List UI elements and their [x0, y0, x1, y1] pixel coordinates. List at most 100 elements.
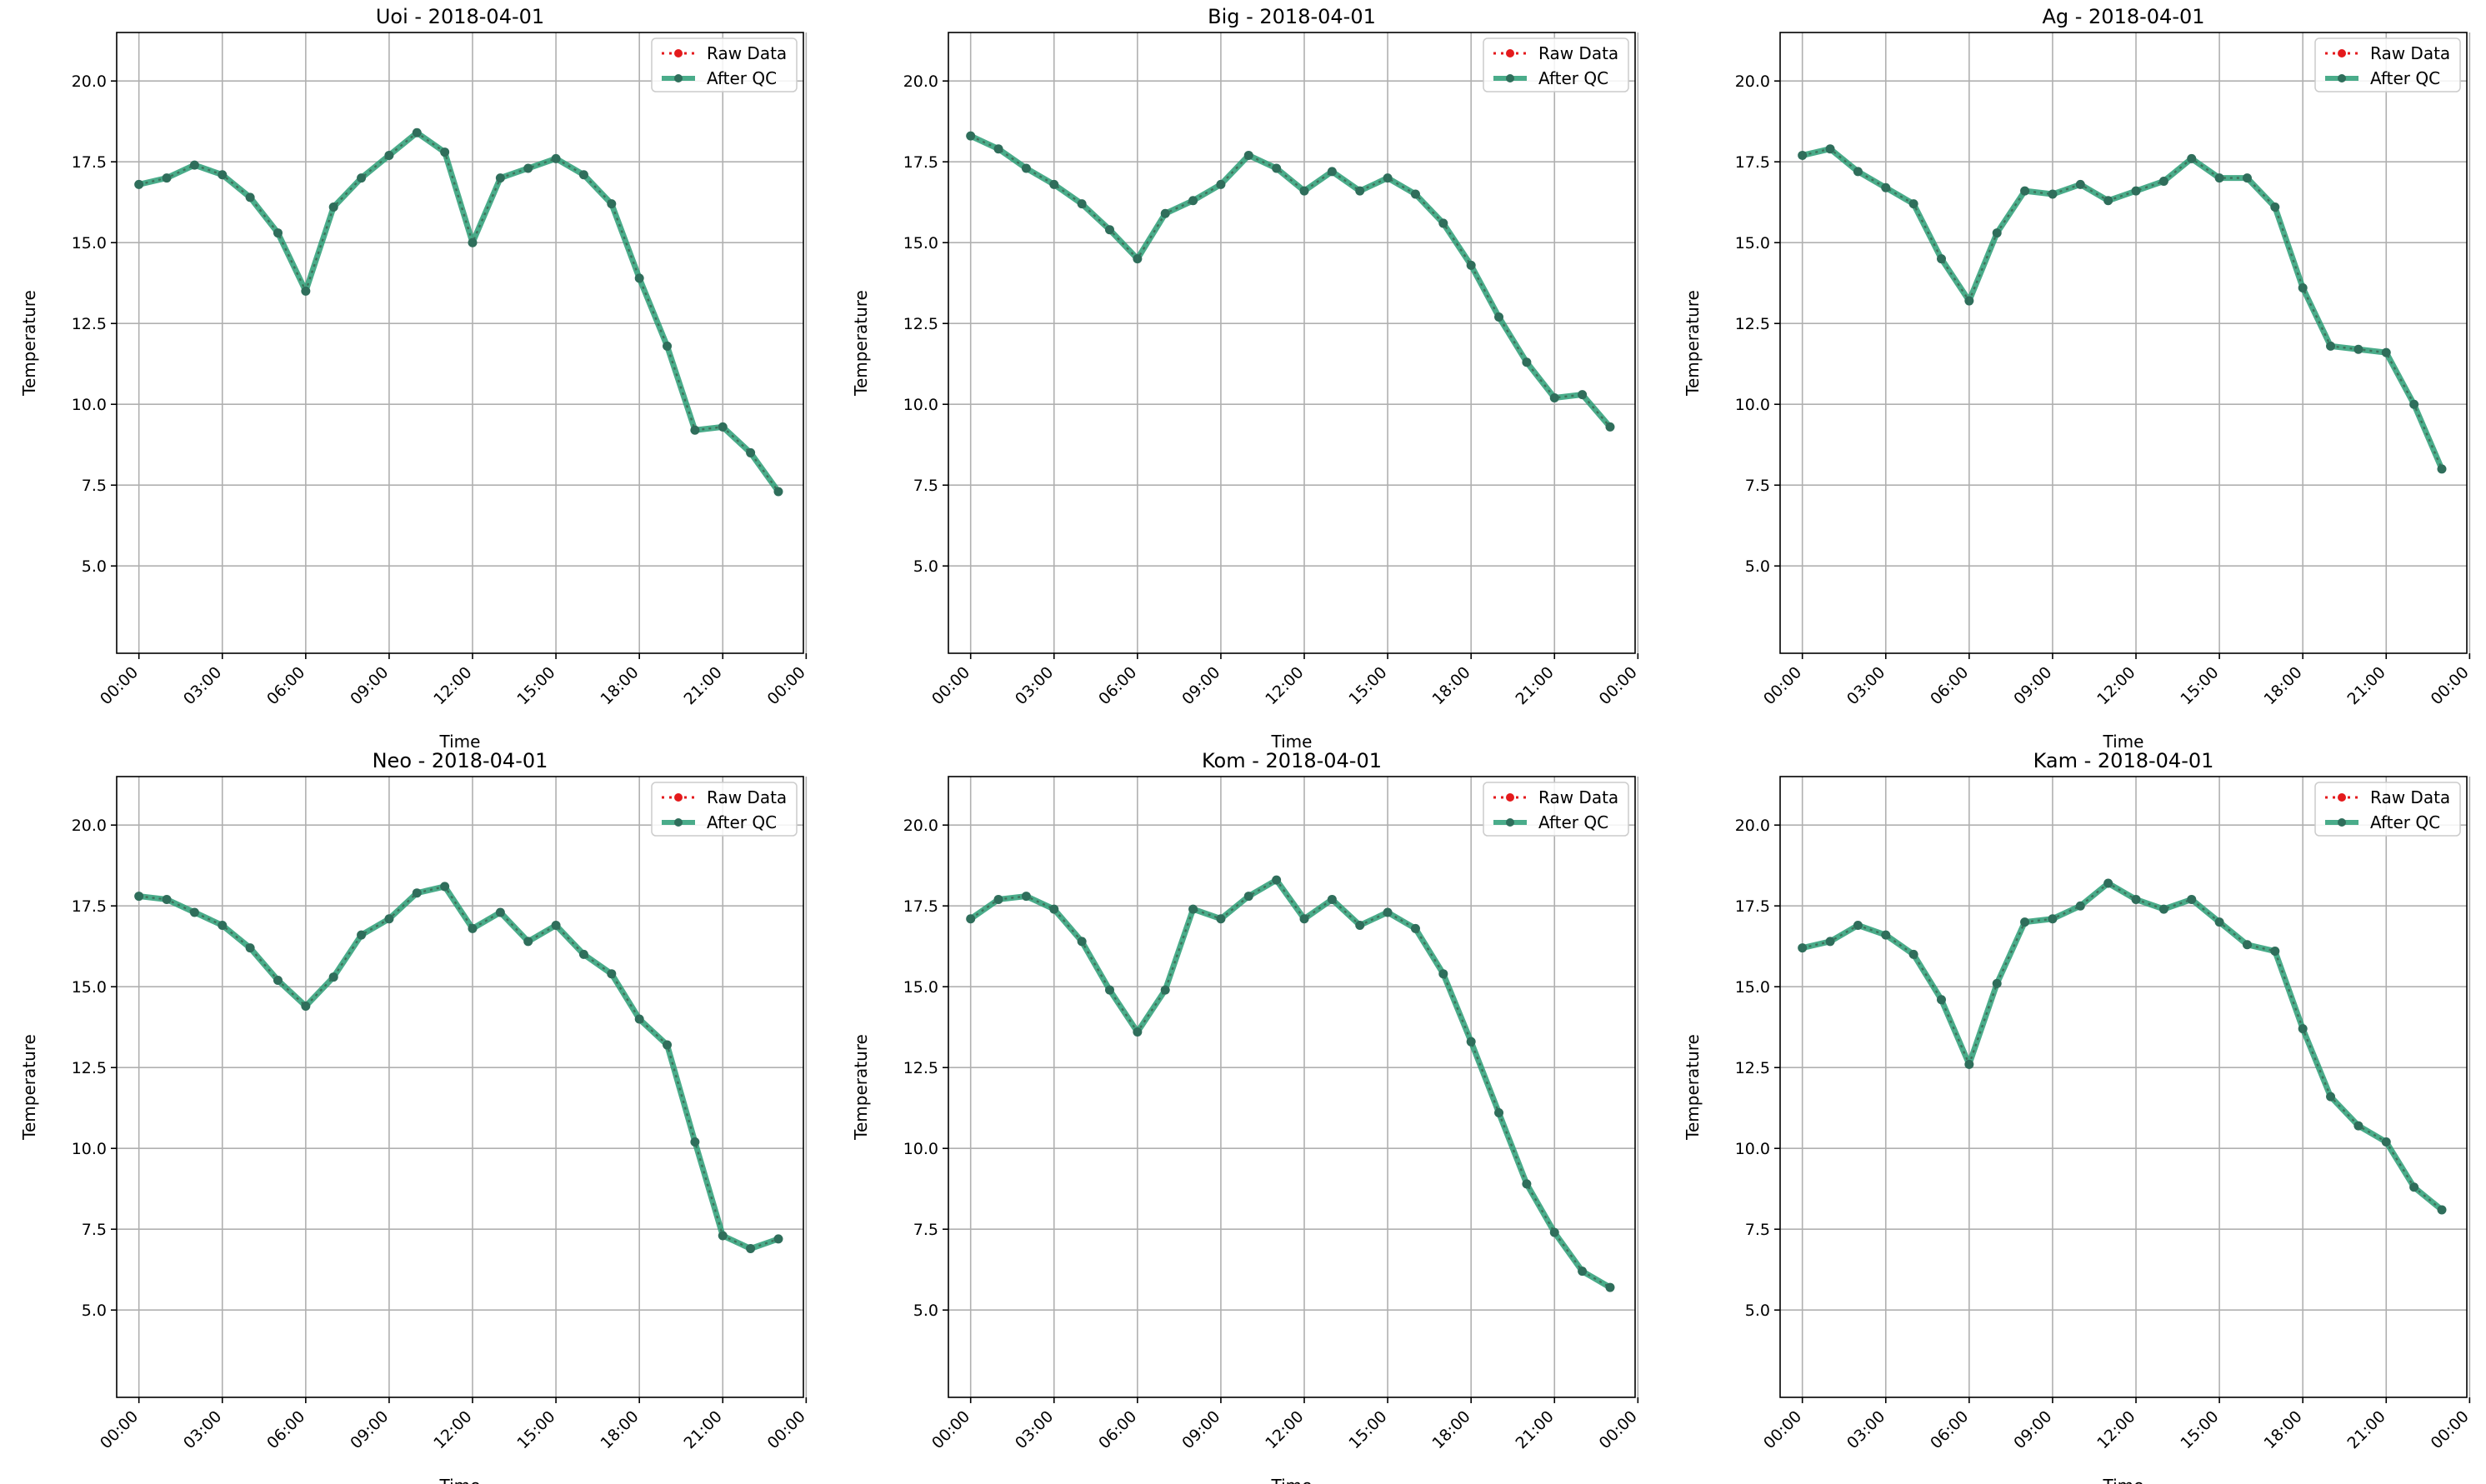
x-tick-label: 00:00 [2428, 1407, 2473, 1452]
data-point [1383, 907, 1393, 917]
y-tick-label: 7.5 [82, 477, 107, 495]
x-tick-label: 12:00 [1262, 1407, 1307, 1452]
y-tick-label: 12.5 [72, 1059, 107, 1077]
y-tick-label: 10.0 [1735, 1140, 1770, 1158]
y-tick-label: 10.0 [903, 396, 938, 414]
data-point [1410, 189, 1420, 199]
plot-frame [948, 776, 1636, 1398]
data-point [1104, 225, 1114, 235]
legend-label-after-qc: After QC [1538, 68, 1608, 88]
data-point [718, 422, 728, 432]
data-point [1964, 1059, 1974, 1069]
data-point [1825, 144, 1835, 154]
legend-marker-raw-data [2338, 793, 2346, 802]
legend-label-raw-data: Raw Data [1538, 787, 1618, 807]
x-tick-label: 12:00 [430, 663, 475, 708]
legend: Raw Data After QC [651, 782, 798, 837]
series-line-raw-data [138, 885, 779, 1250]
data-point [1908, 199, 1918, 209]
x-tick-label: 12:00 [2093, 1407, 2138, 1452]
subplot-title: Kam - 2018-04-01 [2033, 749, 2214, 772]
x-tick-label: 06:00 [263, 663, 308, 708]
data-point [1327, 894, 1337, 904]
data-point [2409, 399, 2419, 409]
x-tick-label: 18:00 [1428, 663, 1473, 708]
y-tick-label: 7.5 [913, 477, 938, 495]
y-tick-label: 17.5 [72, 897, 107, 916]
x-tick-label: 21:00 [1513, 663, 1558, 708]
x-tick-label: 06:00 [1927, 663, 1972, 708]
data-point [1578, 1267, 1588, 1277]
data-point [1549, 1227, 1559, 1237]
data-point [1466, 1037, 1476, 1047]
x-tick-label: 21:00 [681, 1407, 726, 1452]
x-tick-label: 15:00 [2177, 663, 2222, 708]
data-point [746, 447, 756, 457]
x-tick-label: 15:00 [1345, 663, 1390, 708]
data-point [993, 144, 1003, 154]
x-axis-label: Time [2103, 732, 2144, 752]
x-tick-label: 00:00 [928, 663, 973, 708]
subplot-title: Neo - 2018-04-01 [373, 749, 548, 772]
data-point [2131, 894, 2141, 904]
legend-label-after-qc: After QC [707, 68, 777, 88]
data-point [2437, 1205, 2447, 1215]
data-point [690, 1137, 700, 1147]
y-tick-label: 17.5 [1735, 153, 1770, 172]
y-tick-label: 17.5 [1735, 897, 1770, 916]
legend-label-after-qc: After QC [2370, 812, 2440, 832]
data-point [1077, 199, 1087, 209]
series-line-after-qc [1801, 146, 2445, 471]
y-tick-label: 10.0 [903, 1140, 938, 1158]
data-point [495, 173, 505, 183]
plot-frame [948, 32, 1636, 654]
subplot-title: Kom - 2018-04-01 [1202, 749, 1382, 772]
legend-marker-raw-data [2338, 49, 2346, 57]
data-point [301, 1001, 311, 1011]
x-tick-label: 09:00 [347, 1407, 392, 1452]
data-point [2075, 901, 2085, 911]
x-tick-label: 18:00 [597, 1407, 642, 1452]
data-point [607, 969, 617, 979]
data-point [1494, 1108, 1504, 1118]
data-point [1605, 1282, 1615, 1292]
subplot-5: 00:00 03:00 06:00 09:00 12:00 15:00 18:00 21:00… [851, 749, 1641, 1484]
data-point [2326, 341, 2336, 351]
data-point [1825, 937, 1835, 947]
data-point [1243, 892, 1253, 902]
y-tick-label: 15.0 [1735, 234, 1770, 252]
data-point [1798, 150, 1808, 160]
data-point [2270, 947, 2280, 957]
legend-marker-after-qc [1506, 74, 1514, 82]
legend: Raw Data After QC [2314, 782, 2461, 837]
y-tick-label: 17.5 [72, 153, 107, 172]
data-point [357, 173, 367, 183]
data-point [2103, 196, 2113, 206]
data-point [1853, 920, 1863, 930]
data-point [2158, 904, 2168, 914]
data-point [273, 975, 283, 985]
y-tick-label: 20.0 [903, 72, 938, 91]
x-tick-label: 00:00 [1760, 663, 1805, 708]
x-tick-label: 03:00 [1843, 663, 1888, 708]
x-tick-label: 09:00 [2010, 663, 2055, 708]
x-tick-label: 00:00 [1596, 663, 1641, 708]
x-tick-label: 09:00 [347, 663, 392, 708]
data-point [718, 1231, 728, 1241]
x-tick-label: 06:00 [263, 1407, 308, 1452]
data-point [328, 202, 338, 212]
data-point [1549, 392, 1559, 402]
data-point [2437, 464, 2447, 474]
data-point [245, 943, 255, 953]
legend-marker-after-qc [1506, 818, 1514, 827]
x-tick-label: 18:00 [1428, 1407, 1473, 1452]
x-tick-label: 15:00 [513, 1407, 558, 1452]
data-point [551, 153, 561, 163]
x-tick-label: 00:00 [764, 663, 809, 708]
x-tick-label: 12:00 [430, 1407, 475, 1452]
data-point [384, 150, 394, 160]
data-point [2381, 347, 2391, 357]
x-tick-label: 03:00 [180, 663, 225, 708]
data-point [2075, 179, 2085, 189]
y-tick-label: 17.5 [903, 897, 938, 916]
